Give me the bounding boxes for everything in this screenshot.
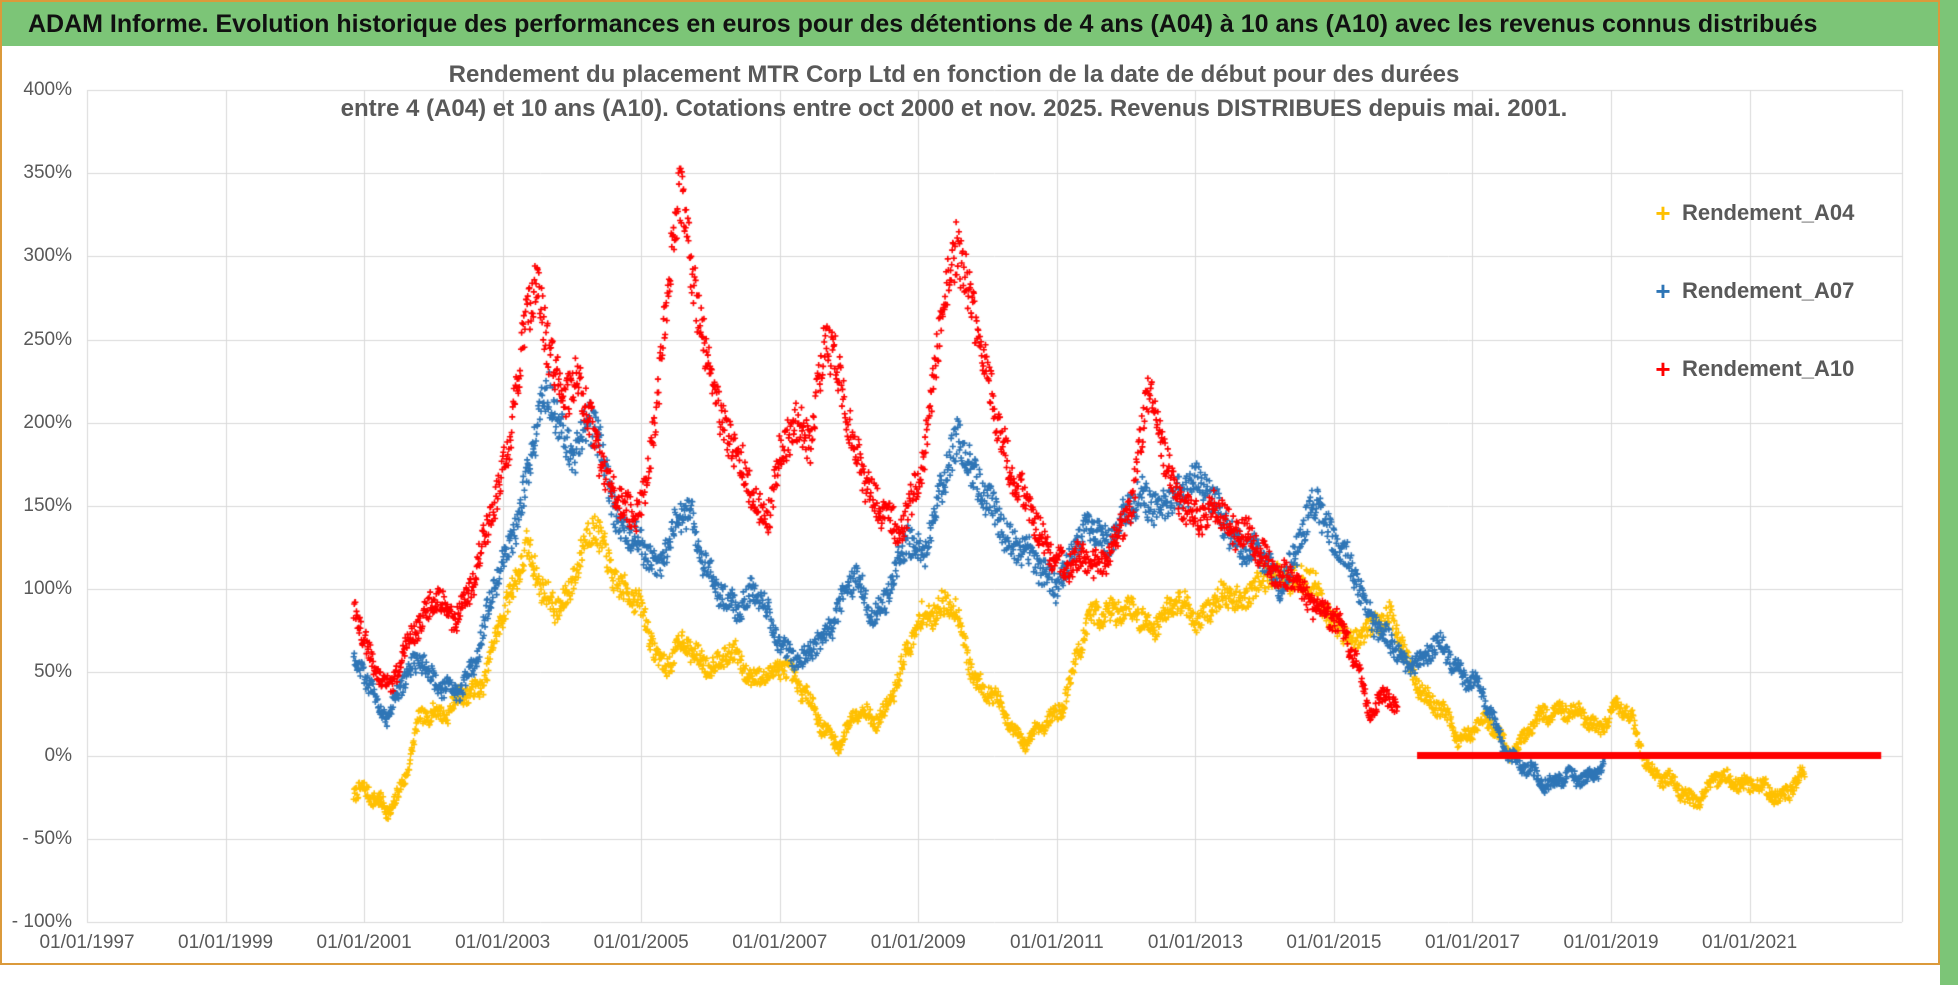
chart-title-line2: entre 4 (A04) et 10 ans (A10). Cotations…	[340, 95, 1568, 122]
x-axis-tick-label: 01/01/2007	[732, 932, 828, 953]
chart-title-line1: Rendement du placement MTR Corp Ltd en f…	[448, 61, 1460, 88]
x-axis-tick-label: 01/01/2019	[1563, 932, 1659, 953]
x-axis-tick-label: 01/01/1999	[178, 932, 274, 953]
x-axis-tick-label: 01/01/2021	[1702, 932, 1798, 953]
x-axis-tick-label: 01/01/2013	[1147, 932, 1243, 953]
legend-item-a04[interactable]: + Rendement_A04	[1648, 196, 1854, 230]
legend-label-a04: Rendement_A04	[1682, 200, 1855, 225]
legend-label-a07: Rendement_A07	[1682, 278, 1855, 303]
y-axis-tick-label: - 100%	[11, 911, 72, 932]
banner-title: ADAM Informe. Evolution historique des p…	[28, 9, 1818, 38]
legend-item-a10[interactable]: + Rendement_A10	[1648, 352, 1854, 386]
y-axis-tick-label: 50%	[33, 661, 72, 683]
x-axis-tick-label: 01/01/2009	[870, 932, 966, 953]
chart-plot-canvas	[0, 46, 1938, 962]
plus-marker-a04-icon: +	[1655, 198, 1671, 228]
y-axis-tick-label: 200%	[23, 411, 72, 433]
y-axis-tick-label: 350%	[23, 162, 72, 184]
y-axis-tick-label: 0%	[44, 744, 72, 766]
chart-legend: + Rendement_A04 + Rendement_A07 + Rendem…	[1648, 196, 1854, 430]
y-axis-tick-label: 150%	[23, 495, 72, 516]
chart-title: Rendement du placement MTR Corp Ltd en f…	[90, 58, 1818, 126]
x-axis-tick-label: 01/01/1997	[39, 932, 135, 953]
right-green-strip	[1940, 0, 1958, 985]
y-axis-tick-label: 100%	[23, 578, 72, 600]
legend-item-a07[interactable]: + Rendement_A07	[1648, 274, 1854, 308]
y-axis-tick-label: 400%	[23, 79, 72, 100]
x-axis-tick-label: 01/01/2017	[1424, 932, 1521, 953]
y-axis-tick-label: 250%	[23, 328, 72, 350]
x-axis-tick-label: 01/01/2003	[455, 932, 551, 953]
app-banner: ADAM Informe. Evolution historique des p…	[2, 2, 1938, 46]
y-axis-tick-label: - 50%	[22, 827, 72, 849]
x-axis-tick-label: 01/01/2011	[1010, 932, 1104, 953]
legend-label-a10: Rendement_A10	[1682, 356, 1855, 381]
x-axis-tick-label: 01/01/2015	[1286, 932, 1382, 953]
x-axis-tick-label: 01/01/2001	[316, 932, 412, 953]
plus-marker-a10-icon: +	[1655, 354, 1671, 384]
plus-marker-a07-icon: +	[1655, 276, 1671, 306]
y-axis-tick-label: 300%	[23, 245, 72, 267]
x-axis-tick-label: 01/01/2005	[593, 932, 689, 953]
